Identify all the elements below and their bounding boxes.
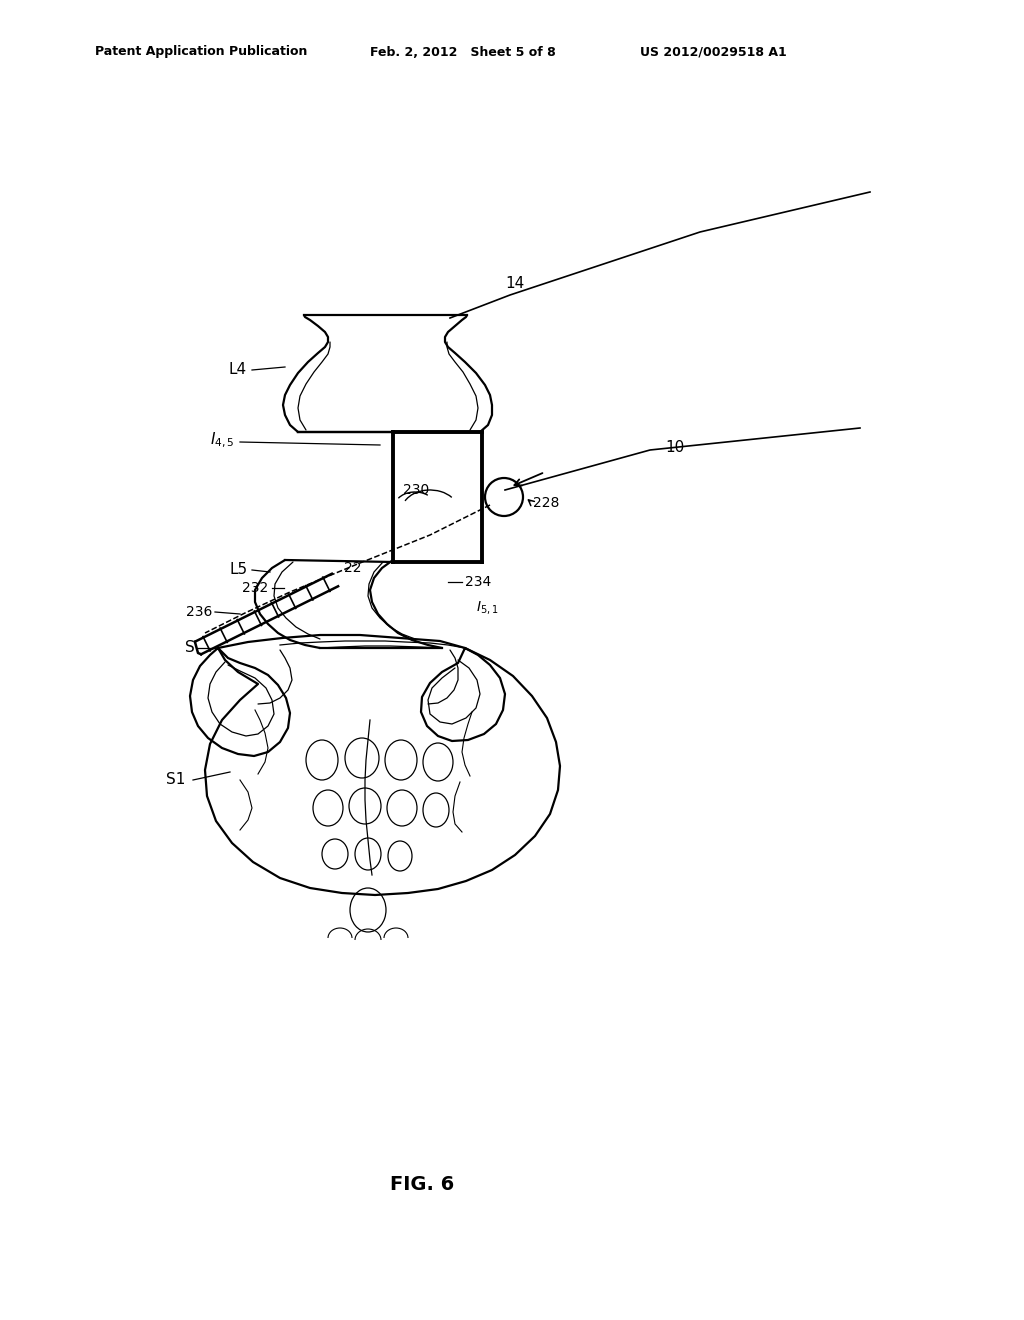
Text: S: S xyxy=(185,640,195,656)
Text: 228: 228 xyxy=(534,496,559,510)
Text: 10: 10 xyxy=(665,440,684,454)
Text: $I_{4,5}$: $I_{4,5}$ xyxy=(211,430,234,450)
Text: FIG. 6: FIG. 6 xyxy=(390,1176,455,1195)
Text: Patent Application Publication: Patent Application Publication xyxy=(95,45,307,58)
Text: Feb. 2, 2012   Sheet 5 of 8: Feb. 2, 2012 Sheet 5 of 8 xyxy=(370,45,556,58)
Text: 22: 22 xyxy=(344,561,361,576)
Text: S1: S1 xyxy=(166,772,185,788)
Text: 234: 234 xyxy=(465,576,492,589)
Text: US 2012/0029518 A1: US 2012/0029518 A1 xyxy=(640,45,786,58)
Text: $I_{5,1}$: $I_{5,1}$ xyxy=(476,599,499,616)
Text: L5: L5 xyxy=(229,562,248,578)
Text: L4: L4 xyxy=(229,363,247,378)
Text: 232: 232 xyxy=(242,581,268,595)
Text: 230: 230 xyxy=(403,483,429,498)
Text: 14: 14 xyxy=(505,276,524,290)
Text: 236: 236 xyxy=(185,605,212,619)
